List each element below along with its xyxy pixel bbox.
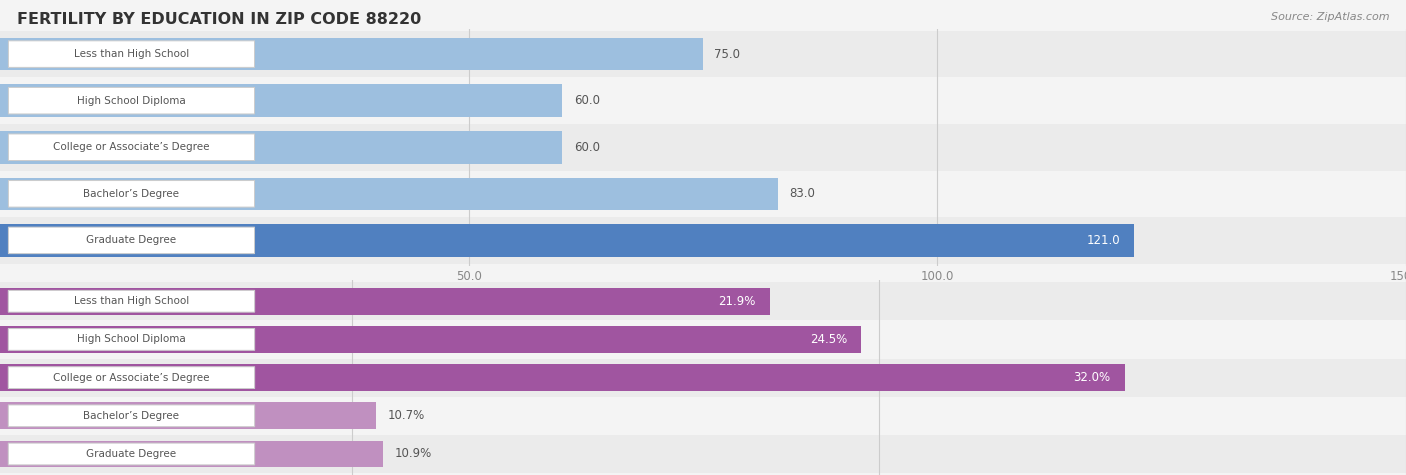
Text: Bachelor’s Degree: Bachelor’s Degree bbox=[83, 189, 180, 199]
Bar bbox=[0, 359, 1406, 397]
Text: 60.0: 60.0 bbox=[574, 141, 599, 154]
Text: Less than High School: Less than High School bbox=[75, 49, 188, 59]
FancyBboxPatch shape bbox=[8, 41, 254, 67]
Text: Graduate Degree: Graduate Degree bbox=[86, 449, 177, 459]
Text: 10.7%: 10.7% bbox=[387, 409, 425, 422]
Text: 60.0: 60.0 bbox=[574, 94, 599, 107]
Bar bbox=[0, 282, 1406, 320]
Text: 21.9%: 21.9% bbox=[718, 295, 756, 308]
Text: 24.5%: 24.5% bbox=[810, 333, 846, 346]
Text: High School Diploma: High School Diploma bbox=[77, 334, 186, 344]
Bar bbox=[0, 402, 375, 429]
Text: College or Associate’s Degree: College or Associate’s Degree bbox=[53, 372, 209, 383]
Text: High School Diploma: High School Diploma bbox=[77, 95, 186, 105]
Bar bbox=[0, 435, 1406, 473]
FancyBboxPatch shape bbox=[8, 134, 254, 161]
Bar bbox=[0, 441, 382, 467]
FancyBboxPatch shape bbox=[8, 405, 254, 427]
FancyBboxPatch shape bbox=[8, 367, 254, 389]
Text: 32.0%: 32.0% bbox=[1074, 371, 1111, 384]
FancyBboxPatch shape bbox=[8, 443, 254, 465]
FancyBboxPatch shape bbox=[8, 180, 254, 207]
Text: Graduate Degree: Graduate Degree bbox=[86, 236, 177, 246]
Bar bbox=[0, 31, 1406, 77]
FancyBboxPatch shape bbox=[8, 290, 254, 312]
Bar bbox=[0, 224, 1135, 256]
Bar bbox=[0, 397, 1406, 435]
Bar bbox=[0, 217, 1406, 264]
Bar bbox=[0, 124, 1406, 171]
Text: 10.9%: 10.9% bbox=[394, 447, 432, 460]
Text: College or Associate’s Degree: College or Associate’s Degree bbox=[53, 142, 209, 152]
Bar bbox=[0, 288, 770, 314]
FancyBboxPatch shape bbox=[8, 329, 254, 351]
Bar bbox=[0, 38, 703, 70]
Bar bbox=[0, 178, 778, 210]
Text: FERTILITY BY EDUCATION IN ZIP CODE 88220: FERTILITY BY EDUCATION IN ZIP CODE 88220 bbox=[17, 12, 422, 27]
Bar bbox=[0, 171, 1406, 217]
Text: Less than High School: Less than High School bbox=[75, 296, 188, 306]
Bar bbox=[0, 77, 1406, 124]
Text: 121.0: 121.0 bbox=[1087, 234, 1121, 247]
FancyBboxPatch shape bbox=[8, 87, 254, 114]
Text: Source: ZipAtlas.com: Source: ZipAtlas.com bbox=[1271, 12, 1389, 22]
FancyBboxPatch shape bbox=[8, 227, 254, 254]
Text: Bachelor’s Degree: Bachelor’s Degree bbox=[83, 411, 180, 421]
Bar bbox=[0, 131, 562, 163]
Bar bbox=[0, 364, 1125, 391]
Bar bbox=[0, 320, 1406, 359]
Text: 75.0: 75.0 bbox=[714, 48, 740, 61]
Bar bbox=[0, 326, 860, 353]
Text: 83.0: 83.0 bbox=[789, 187, 815, 200]
Bar bbox=[0, 85, 562, 117]
